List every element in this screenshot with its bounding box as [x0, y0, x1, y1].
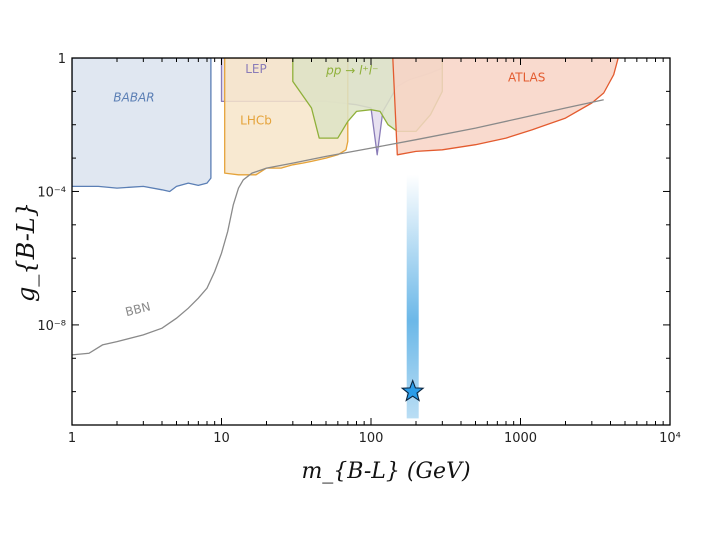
babar-label: BABAR: [113, 90, 154, 104]
y-axis-title: g_{B-L}: [12, 202, 40, 302]
bbn-label: BBN: [124, 299, 152, 319]
x-tick-label: 100: [359, 431, 384, 446]
atlas-label: ATLAS: [508, 70, 545, 84]
axis-ticks: [71, 57, 670, 426]
pp-label: pp → l⁺l⁻: [325, 64, 378, 78]
exclusion-regions: [72, 58, 619, 193]
x-tick-label: 10: [213, 431, 230, 446]
benchmark-star: [400, 379, 425, 402]
x-tick-label: 1000: [504, 431, 537, 446]
region-labels: BABAR LEP LHCb pp → l⁺l⁻ ATLAS BBN: [113, 62, 545, 319]
benchmark-band: [406, 174, 419, 419]
bbn-curve: [72, 99, 604, 356]
y-tick-label: 10⁻⁸: [37, 319, 66, 334]
lep-label: LEP: [245, 62, 267, 76]
lhcb-label: LHCb: [240, 114, 272, 128]
x-axis-title: m_{B-L} (GeV): [301, 459, 470, 484]
x-tick-label: 10⁴: [659, 431, 681, 446]
x-tick-label: 1: [68, 431, 76, 446]
atlas-region: [392, 58, 619, 156]
curves: [72, 99, 604, 419]
tick-labels: 1 10 100 1000 10⁴ 1 10⁻⁴ 10⁻⁸: [37, 52, 681, 446]
babar-region: [72, 58, 212, 193]
y-tick-label: 10⁻⁴: [37, 186, 66, 201]
y-tick-label: 1: [58, 52, 66, 67]
